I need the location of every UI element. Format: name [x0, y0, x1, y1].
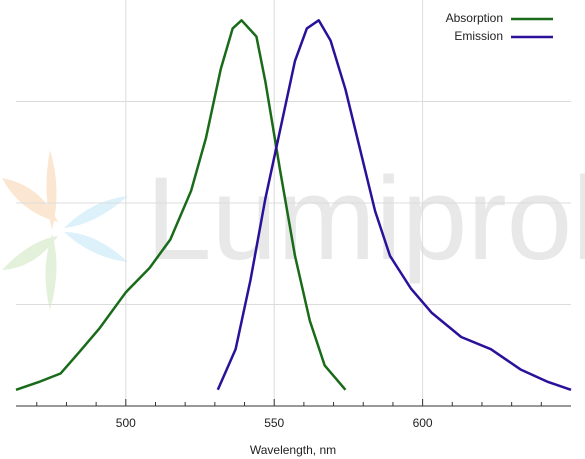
series-line — [15, 19, 347, 391]
legend-label: Absorption — [446, 11, 503, 25]
x-tick-label: 500 — [116, 416, 136, 430]
x-tick-label: 550 — [264, 416, 284, 430]
series-line — [216, 19, 572, 391]
x-tick-label: 600 — [413, 416, 433, 430]
x-axis-label: Wavelength, nm — [250, 443, 336, 457]
legend-label: Emission — [454, 29, 503, 43]
watermark-logo — [2, 150, 128, 310]
